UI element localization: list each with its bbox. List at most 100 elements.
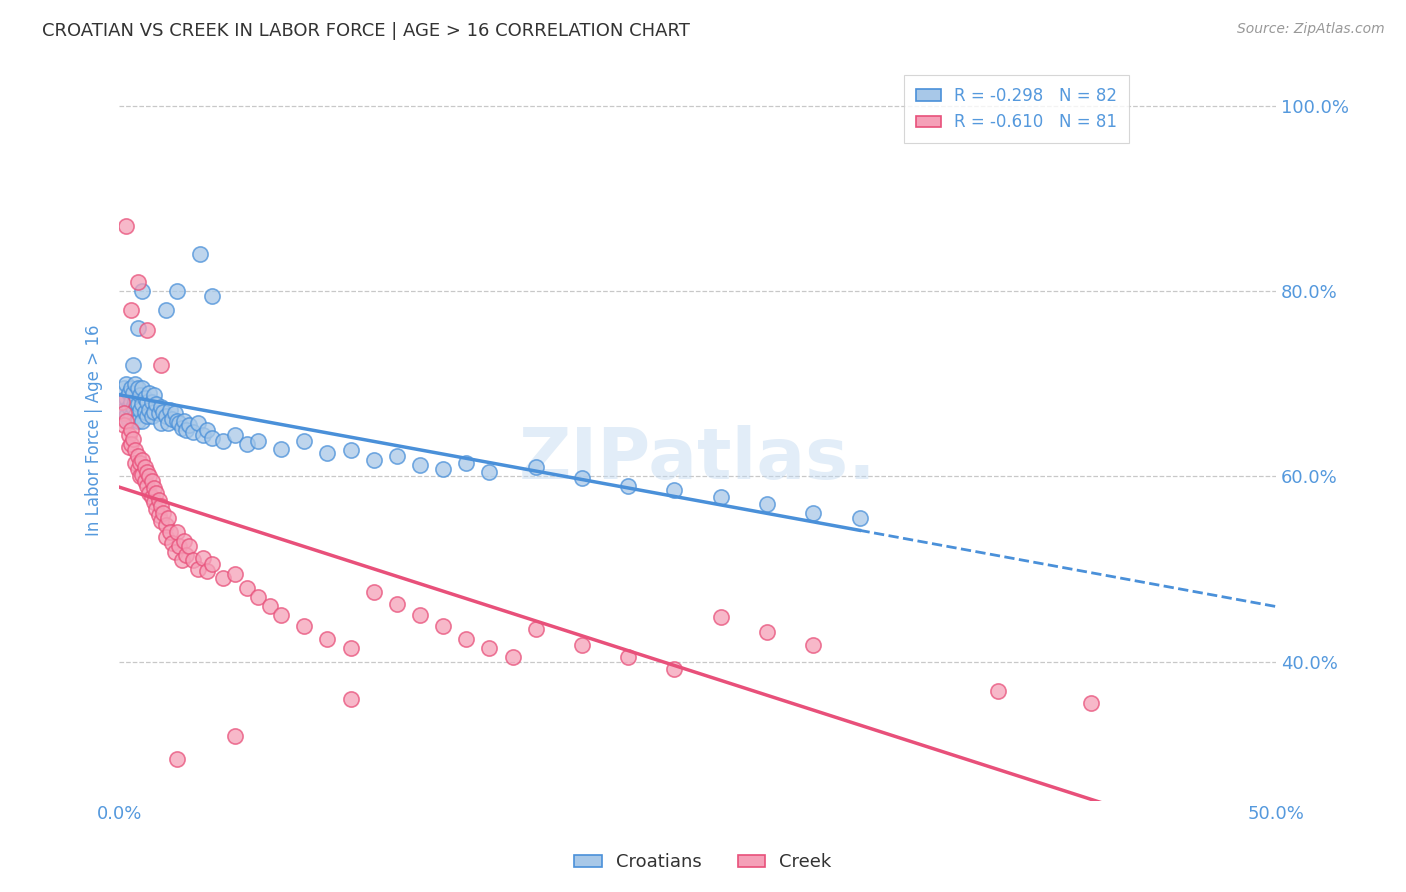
Point — [155, 530, 177, 544]
Point — [756, 497, 779, 511]
Point — [187, 562, 209, 576]
Point — [138, 402, 160, 417]
Point — [385, 597, 408, 611]
Point — [195, 564, 218, 578]
Point — [177, 418, 200, 433]
Legend: Croatians, Creek: Croatians, Creek — [567, 847, 839, 879]
Point — [1080, 697, 1102, 711]
Point — [141, 409, 163, 424]
Point — [117, 386, 139, 401]
Point — [141, 474, 163, 488]
Point — [292, 619, 315, 633]
Point — [143, 388, 166, 402]
Point — [127, 397, 149, 411]
Point — [143, 481, 166, 495]
Point — [173, 414, 195, 428]
Point — [363, 585, 385, 599]
Point — [409, 458, 432, 473]
Point — [710, 610, 733, 624]
Point — [195, 423, 218, 437]
Point — [710, 490, 733, 504]
Point — [120, 395, 142, 409]
Point — [170, 553, 193, 567]
Point — [136, 465, 159, 479]
Point — [131, 381, 153, 395]
Point — [148, 492, 170, 507]
Point — [259, 599, 281, 613]
Point — [162, 412, 184, 426]
Point — [115, 391, 138, 405]
Point — [124, 395, 146, 409]
Point — [145, 501, 167, 516]
Point — [166, 284, 188, 298]
Point — [138, 486, 160, 500]
Point — [124, 443, 146, 458]
Point — [149, 499, 172, 513]
Y-axis label: In Labor Force | Age > 16: In Labor Force | Age > 16 — [86, 325, 103, 536]
Point — [292, 434, 315, 449]
Point — [145, 397, 167, 411]
Point — [148, 508, 170, 523]
Point — [169, 539, 191, 553]
Point — [212, 434, 235, 449]
Point — [110, 395, 132, 409]
Text: Source: ZipAtlas.com: Source: ZipAtlas.com — [1237, 22, 1385, 37]
Point — [316, 632, 339, 646]
Point — [224, 729, 246, 743]
Point — [124, 409, 146, 424]
Point — [201, 430, 224, 444]
Point — [112, 402, 135, 417]
Point — [617, 478, 640, 492]
Point — [115, 409, 138, 424]
Point — [270, 442, 292, 456]
Point — [169, 416, 191, 430]
Point — [127, 321, 149, 335]
Point — [224, 427, 246, 442]
Point — [131, 284, 153, 298]
Point — [115, 414, 138, 428]
Point — [235, 581, 257, 595]
Point — [848, 511, 870, 525]
Point — [432, 462, 454, 476]
Point — [664, 662, 686, 676]
Point — [141, 490, 163, 504]
Point — [201, 289, 224, 303]
Point — [127, 275, 149, 289]
Point — [191, 550, 214, 565]
Point — [339, 640, 361, 655]
Point — [143, 495, 166, 509]
Point — [127, 449, 149, 463]
Point — [212, 571, 235, 585]
Point — [152, 507, 174, 521]
Point — [177, 539, 200, 553]
Point — [502, 650, 524, 665]
Point — [987, 684, 1010, 698]
Point — [173, 534, 195, 549]
Point — [129, 402, 152, 417]
Point — [162, 536, 184, 550]
Point — [138, 469, 160, 483]
Point — [156, 511, 179, 525]
Point — [136, 323, 159, 337]
Point — [117, 427, 139, 442]
Point — [432, 619, 454, 633]
Point — [117, 440, 139, 454]
Point — [571, 471, 593, 485]
Point — [155, 409, 177, 424]
Point — [120, 409, 142, 424]
Point — [339, 691, 361, 706]
Point — [456, 456, 478, 470]
Point — [385, 449, 408, 463]
Text: ZIPatlas.: ZIPatlas. — [519, 425, 876, 494]
Point — [136, 478, 159, 492]
Point — [127, 381, 149, 395]
Point — [136, 395, 159, 409]
Point — [176, 548, 198, 562]
Point — [134, 460, 156, 475]
Point — [235, 437, 257, 451]
Point — [159, 402, 181, 417]
Point — [134, 391, 156, 405]
Point — [143, 404, 166, 418]
Point — [149, 358, 172, 372]
Point — [122, 386, 145, 401]
